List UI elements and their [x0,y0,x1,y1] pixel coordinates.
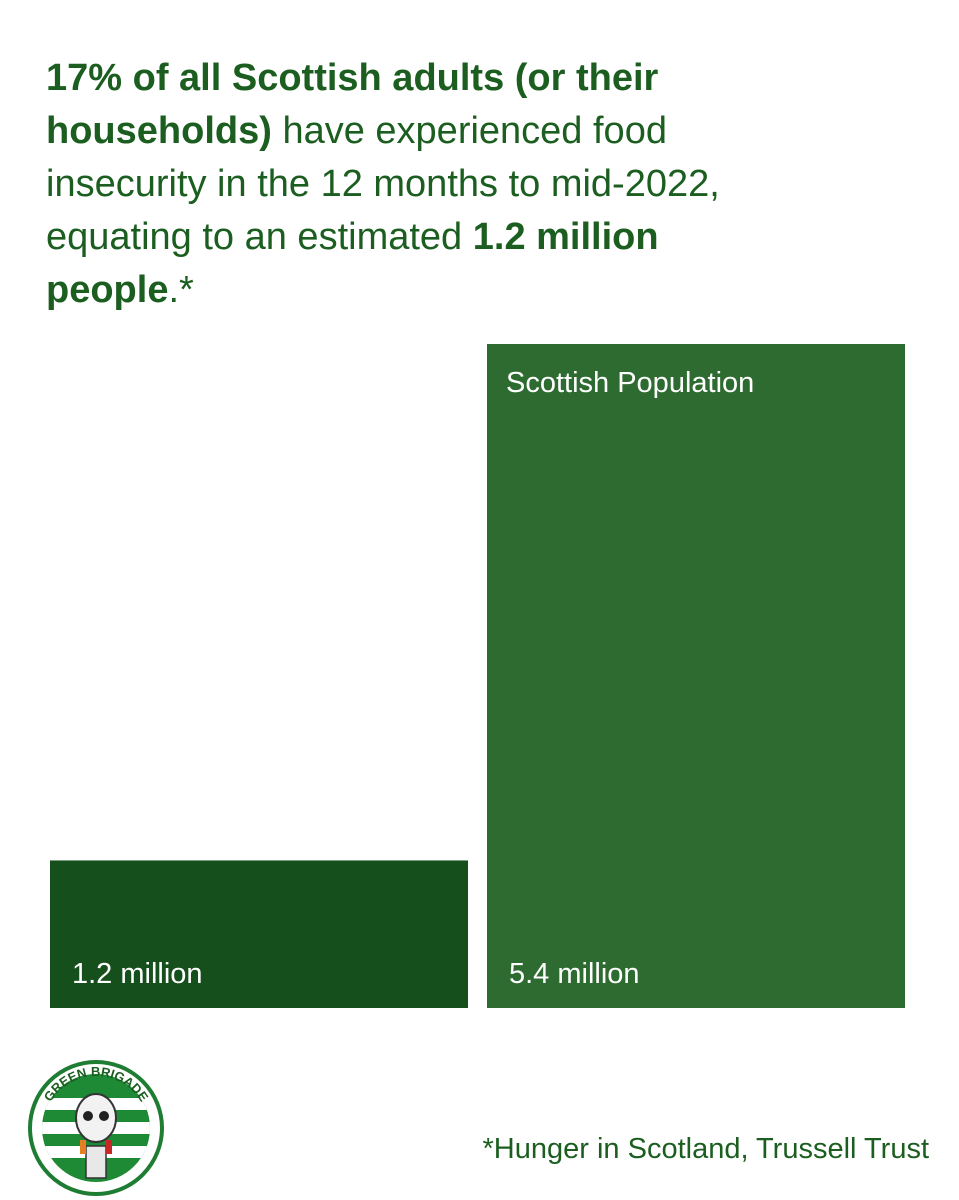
footnote: *Hunger in Scotland, Trussell Trust [483,1133,929,1165]
title-part: .* [168,269,194,311]
chart-title: 17% of all Scottish adults (or their hou… [46,52,766,317]
title-part: 17% of all Scottish adults (or their hou… [46,57,659,152]
title-part: 1.2 million people [46,216,659,311]
bar [487,344,905,1008]
logo-tower [85,1145,107,1179]
value-label: 1.2 million [72,958,203,990]
bar [50,860,468,1008]
logo: GREEN BRIGADE [28,1060,164,1196]
title-part: have experienced food insecurity in the … [46,110,720,258]
logo-skull [75,1093,117,1143]
value-label: 5.4 million [509,958,640,990]
category-label: Scottish Population [506,367,754,399]
